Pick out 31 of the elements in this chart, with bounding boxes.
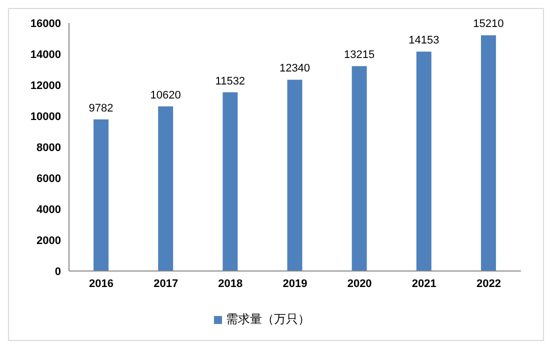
x-tick-label: 2021: [412, 278, 436, 290]
y-tick-label: 14000: [30, 48, 61, 61]
bar: [222, 92, 238, 271]
x-tick-label: 2020: [347, 278, 372, 290]
y-tick-label: 12000: [30, 80, 61, 92]
x-tick-label: 2017: [154, 278, 178, 290]
x-tick-label: 2018: [218, 278, 243, 290]
bar: [287, 80, 302, 271]
bar: [94, 119, 109, 271]
y-tick-label: 10000: [30, 110, 61, 123]
data-label: 11532: [215, 75, 246, 88]
bar: [352, 66, 367, 271]
y-tick-label: 8000: [36, 142, 61, 154]
bar: [416, 52, 432, 271]
y-tick-label: 6000: [36, 172, 61, 185]
data-label: 13215: [344, 49, 375, 62]
x-tick-label: 2016: [89, 278, 114, 290]
y-tick-label: 0: [54, 266, 61, 278]
y-tick-label: 2000: [36, 234, 61, 247]
y-tick-label: 16000: [30, 18, 61, 30]
y-tick-label: 4000: [36, 204, 61, 216]
bar: [480, 35, 496, 271]
legend-label: 需求量（万只）: [226, 312, 310, 326]
x-tick-label: 2022: [476, 278, 501, 290]
data-label: 10620: [150, 89, 181, 102]
data-label: 14153: [408, 34, 440, 47]
bar: [158, 106, 174, 271]
data-label: 12340: [279, 62, 310, 75]
data-label: 9782: [88, 102, 114, 114]
data-label: 15210: [473, 18, 504, 30]
x-tick-label: 2019: [282, 278, 308, 290]
